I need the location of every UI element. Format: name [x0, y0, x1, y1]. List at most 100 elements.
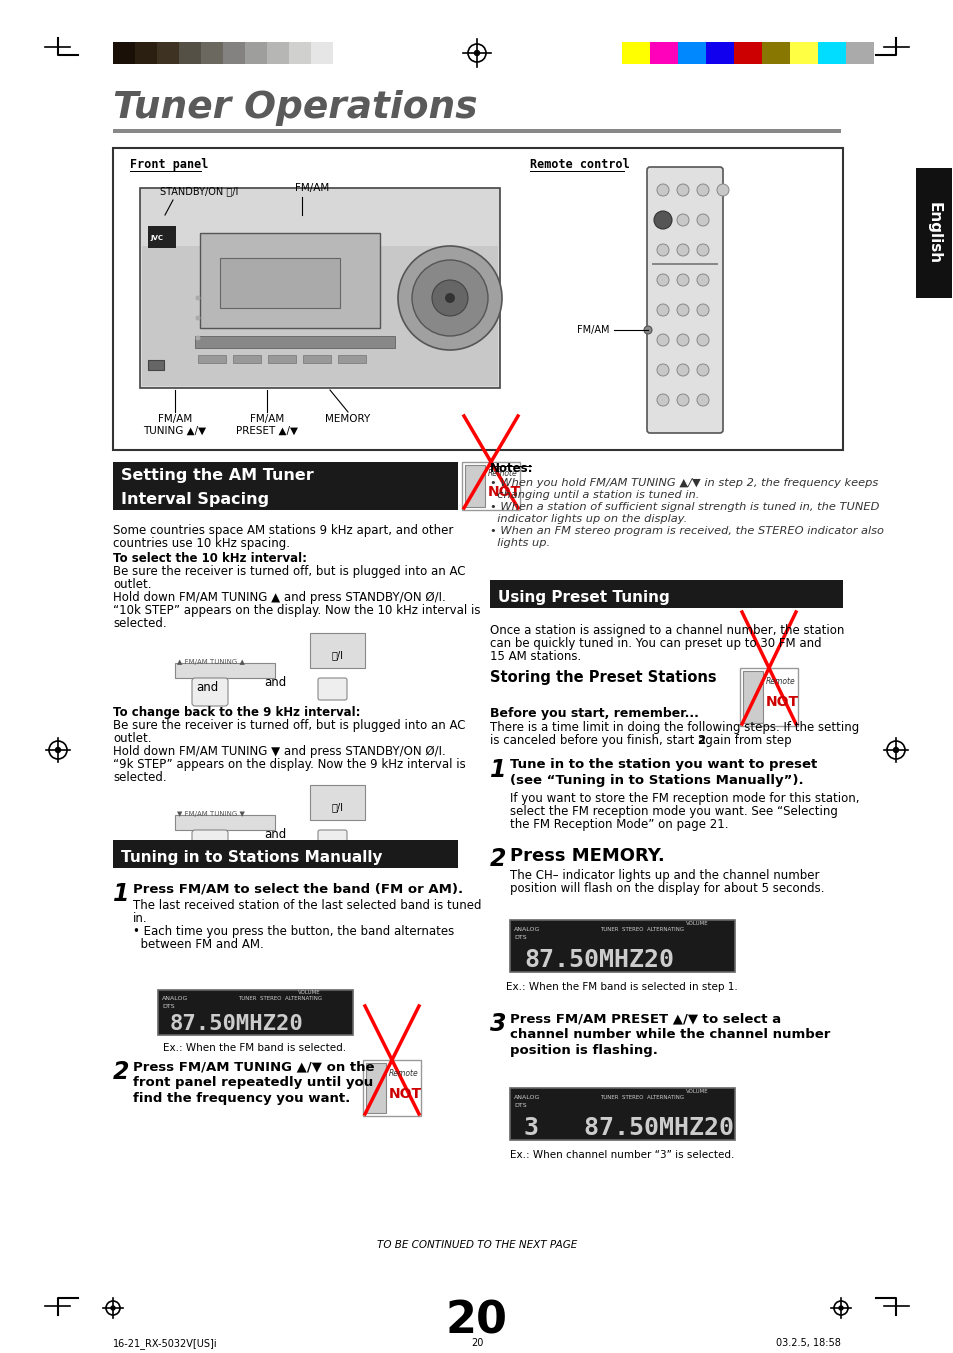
Circle shape: [657, 184, 668, 196]
Text: NOT: NOT: [389, 1086, 421, 1101]
Circle shape: [657, 334, 668, 346]
Circle shape: [55, 747, 60, 752]
Text: Setting the AM Tuner: Setting the AM Tuner: [121, 468, 314, 483]
Bar: [621, 42, 649, 64]
Text: VOLUME: VOLUME: [297, 990, 320, 994]
Circle shape: [657, 304, 668, 317]
Bar: [112, 147, 842, 451]
Bar: [510, 1088, 734, 1141]
Bar: [174, 815, 274, 829]
Circle shape: [677, 334, 688, 346]
Text: To select the 10 kHz interval:: To select the 10 kHz interval:: [112, 552, 307, 566]
Text: the FM Reception Mode” on page 21.: the FM Reception Mode” on page 21.: [510, 819, 728, 831]
Bar: [112, 42, 135, 64]
Text: “10k STEP” appears on the display. Now the 10 kHz interval is: “10k STEP” appears on the display. Now t…: [112, 603, 480, 617]
Text: position is flashing.: position is flashing.: [510, 1045, 658, 1057]
Text: 1: 1: [490, 758, 506, 782]
Bar: [245, 42, 267, 64]
Text: find the frequency you want.: find the frequency you want.: [132, 1092, 350, 1105]
Circle shape: [677, 275, 688, 285]
Text: ANALOG: ANALOG: [514, 1095, 539, 1100]
Circle shape: [195, 336, 200, 341]
Bar: [158, 990, 353, 1035]
Text: Ex.: When channel number “3” is selected.: Ex.: When channel number “3” is selected…: [509, 1150, 734, 1160]
Bar: [201, 42, 223, 64]
Text: VOLUME: VOLUME: [685, 921, 708, 925]
Text: The CH– indicator lights up and the channel number: The CH– indicator lights up and the chan…: [510, 869, 819, 882]
Text: Tuning in to Stations Manually: Tuning in to Stations Manually: [121, 850, 382, 865]
Text: 2: 2: [490, 847, 506, 871]
Text: front panel repeatedly until you: front panel repeatedly until you: [132, 1076, 373, 1089]
Circle shape: [893, 747, 898, 752]
Bar: [490, 580, 842, 607]
Text: If you want to store the FM reception mode for this station,: If you want to store the FM reception mo…: [510, 792, 859, 805]
Circle shape: [697, 244, 708, 256]
Circle shape: [677, 394, 688, 406]
Circle shape: [677, 364, 688, 376]
Text: and: and: [195, 681, 218, 694]
Text: Interval Spacing: Interval Spacing: [121, 492, 269, 507]
Text: 2: 2: [697, 733, 704, 747]
Text: MEMORY: MEMORY: [325, 414, 370, 423]
Bar: [198, 354, 226, 363]
Bar: [649, 42, 678, 64]
Text: Some countries space AM stations 9 kHz apart, and other: Some countries space AM stations 9 kHz a…: [112, 524, 453, 537]
Text: NOT: NOT: [488, 484, 520, 499]
Circle shape: [697, 304, 708, 317]
Bar: [135, 42, 157, 64]
Text: DTS: DTS: [162, 1004, 174, 1009]
Text: FM/AM: FM/AM: [577, 325, 609, 336]
Bar: [311, 42, 333, 64]
Text: • When a station of sufficient signal strength is tuned in, the TUNED: • When a station of sufficient signal st…: [490, 502, 879, 511]
Bar: [140, 188, 499, 388]
Bar: [789, 42, 817, 64]
Circle shape: [697, 184, 708, 196]
Bar: [363, 1059, 420, 1116]
Text: ⏻/I: ⏻/I: [332, 802, 344, 812]
Text: FM/AM
PRESET ▲/▼: FM/AM PRESET ▲/▼: [235, 414, 297, 436]
Text: NOT: NOT: [765, 695, 799, 709]
Bar: [761, 42, 789, 64]
Text: Remote: Remote: [389, 1069, 418, 1078]
Text: Ex.: When the FM band is selected in step 1.: Ex.: When the FM band is selected in ste…: [506, 982, 737, 992]
Circle shape: [657, 394, 668, 406]
Text: outlet.: outlet.: [112, 732, 152, 746]
Text: ▼ FM/AM TUNING ▼: ▼ FM/AM TUNING ▼: [177, 810, 245, 817]
Text: TUNER  STEREO  ALTERNATING: TUNER STEREO ALTERNATING: [599, 1095, 683, 1100]
Text: DTS: DTS: [514, 1103, 526, 1108]
Bar: [742, 671, 762, 723]
Text: • When an FM stereo program is received, the STEREO indicator also: • When an FM stereo program is received,…: [490, 526, 883, 536]
Text: Press FM/AM PRESET ▲/▼ to select a: Press FM/AM PRESET ▲/▼ to select a: [510, 1012, 781, 1026]
Text: TUNER  STEREO  ALTERNATING: TUNER STEREO ALTERNATING: [237, 996, 322, 1001]
Bar: [740, 668, 797, 727]
Circle shape: [717, 184, 728, 196]
Text: 2: 2: [112, 1059, 130, 1084]
Bar: [510, 920, 734, 971]
Bar: [289, 42, 311, 64]
Text: Tuner Operations: Tuner Operations: [112, 91, 477, 126]
Circle shape: [677, 184, 688, 196]
Bar: [366, 1063, 386, 1114]
Text: • Each time you press the button, the band alternates: • Each time you press the button, the ba…: [132, 925, 454, 938]
Text: selected.: selected.: [112, 771, 167, 783]
Circle shape: [195, 315, 200, 321]
FancyBboxPatch shape: [192, 678, 228, 706]
FancyBboxPatch shape: [317, 678, 347, 700]
FancyBboxPatch shape: [646, 166, 722, 433]
Text: Be sure the receiver is turned off, but is plugged into an AC: Be sure the receiver is turned off, but …: [112, 718, 465, 732]
Bar: [817, 42, 845, 64]
Bar: [733, 42, 761, 64]
Text: 03.2.5, 18:58: 03.2.5, 18:58: [776, 1338, 841, 1348]
Bar: [220, 258, 339, 308]
Text: Tune in to the station you want to preset: Tune in to the station you want to prese…: [510, 758, 817, 771]
Bar: [200, 233, 379, 327]
Text: Before you start, remember...: Before you start, remember...: [490, 708, 699, 720]
Bar: [464, 465, 484, 507]
Text: indicator lights up on the display.: indicator lights up on the display.: [490, 514, 686, 524]
Text: in.: in.: [132, 912, 148, 925]
Circle shape: [643, 326, 651, 334]
Circle shape: [677, 214, 688, 226]
Text: STANDBY/ON ⏻/I: STANDBY/ON ⏻/I: [160, 185, 238, 196]
Text: 87.50MHZ20: 87.50MHZ20: [170, 1013, 303, 1034]
Text: can be quickly tuned in. You can preset up to 30 FM and: can be quickly tuned in. You can preset …: [490, 637, 821, 649]
